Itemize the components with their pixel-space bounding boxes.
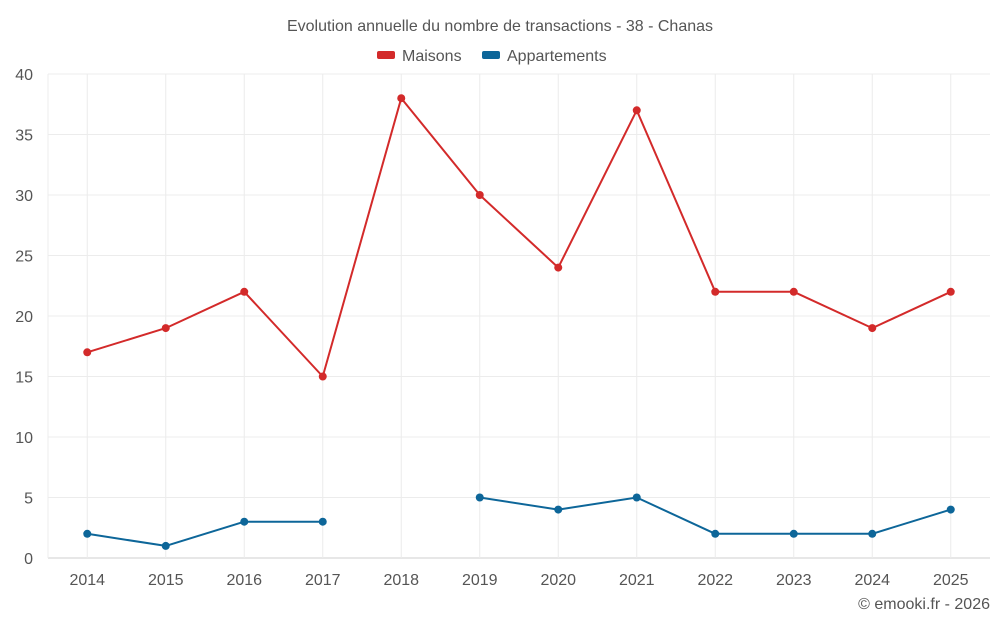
y-tick-label: 40 (15, 67, 33, 84)
x-tick-label: 2014 (69, 572, 105, 589)
x-tick-label: 2015 (148, 572, 184, 589)
data-point-maisons-2016[interactable] (240, 287, 249, 296)
data-point-maisons-2024[interactable] (868, 324, 877, 333)
x-axis: 2014 2015 2016 2017 2018 2019 2020 2021 2022 2023… (69, 572, 968, 589)
data-point-appartements-2023[interactable] (789, 529, 798, 538)
y-tick-label: 0 (24, 551, 33, 568)
series-line-maisons (86, 97, 952, 378)
series-line-appartements (87, 520, 323, 547)
y-tick-label: 35 (15, 128, 33, 145)
data-point-maisons-2014[interactable] (83, 348, 92, 357)
data-point-appartements-2021[interactable] (632, 493, 641, 502)
data-point-maisons-2025[interactable] (946, 287, 955, 296)
x-tick-label: 2024 (854, 572, 890, 589)
y-tick-label: 20 (15, 309, 33, 326)
data-point-appartements-2017[interactable] (318, 517, 327, 526)
chart-title: Evolution annuelle du nombre de transact… (287, 18, 713, 35)
x-tick-label: 2020 (540, 572, 576, 589)
x-tick-label: 2023 (776, 572, 812, 589)
x-tick-label: 2025 (933, 572, 969, 589)
data-point-appartements-2019[interactable] (475, 493, 484, 502)
x-tick-label: 2018 (383, 572, 419, 589)
data-point-appartements-2014[interactable] (83, 529, 92, 538)
data-point-maisons-2019[interactable] (475, 191, 484, 199)
data-point-appartements-2015[interactable] (161, 541, 170, 550)
series-layer (83, 94, 955, 550)
legend-swatch-maisons (377, 51, 395, 59)
data-point-maisons-2018[interactable] (397, 94, 406, 103)
legend-item-appartements[interactable]: Appartements (482, 48, 607, 65)
y-tick-label: 5 (24, 491, 33, 508)
legend: Maisons Appartements (377, 48, 607, 65)
y-tick-label: 30 (15, 188, 33, 205)
y-tick-label: 15 (15, 370, 33, 387)
y-tick-label: 25 (15, 249, 33, 266)
legend-swatch-appartements (482, 51, 500, 59)
series-appartements (83, 493, 955, 550)
data-point-maisons-2023[interactable] (789, 287, 798, 296)
series-maisons (83, 94, 955, 381)
gridlines (47, 73, 990, 559)
data-point-appartements-2020[interactable] (554, 505, 563, 514)
data-point-maisons-2021[interactable] (632, 106, 641, 115)
data-point-maisons-2022[interactable] (711, 287, 720, 296)
x-tick-label: 2017 (305, 572, 341, 589)
x-tick-label: 2016 (226, 572, 262, 589)
x-tick-label: 2022 (697, 572, 733, 589)
data-point-appartements-2016[interactable] (240, 517, 249, 526)
x-tick-label: 2021 (619, 572, 655, 589)
y-tick-label: 10 (15, 430, 33, 447)
legend-item-maisons[interactable]: Maisons (377, 48, 462, 65)
credit: © emooki.fr - 2026 (858, 596, 990, 613)
data-point-appartements-2022[interactable] (711, 529, 720, 538)
data-point-maisons-2020[interactable] (554, 263, 563, 272)
data-point-appartements-2025[interactable] (946, 505, 955, 514)
x-tick-label: 2019 (462, 572, 498, 589)
data-point-appartements-2024[interactable] (868, 529, 877, 538)
legend-label-appartements: Appartements (507, 48, 607, 65)
data-point-maisons-2017[interactable] (318, 372, 327, 381)
y-axis: 0 5 10 15 20 25 30 35 40 (15, 67, 33, 568)
data-point-maisons-2015[interactable] (161, 324, 170, 333)
legend-label-maisons: Maisons (402, 48, 462, 65)
